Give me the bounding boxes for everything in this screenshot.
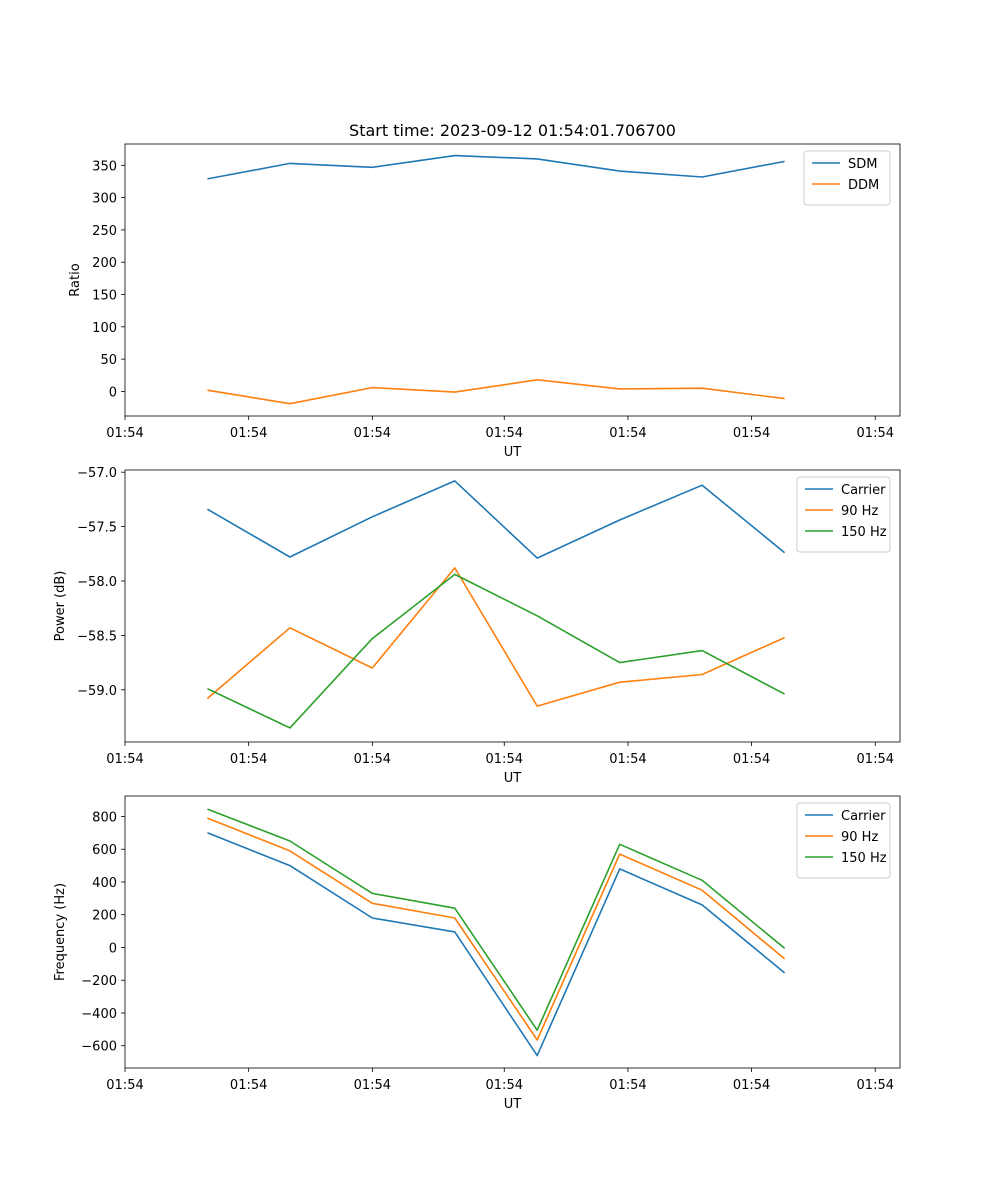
y-tick-label: −57.5	[77, 521, 117, 536]
y-tick-label: 300	[92, 192, 117, 207]
y-tick-label: −58.5	[77, 629, 117, 644]
y-tick-label: 0	[109, 941, 117, 956]
y-tick-label: 150	[92, 289, 117, 304]
legend-label: 150 Hz	[841, 525, 887, 540]
legend-label: DDM	[848, 178, 879, 193]
x-tick-label: 01:54	[857, 752, 894, 767]
y-tick-label: −57.0	[77, 466, 117, 481]
legend-label: 90 Hz	[841, 830, 878, 845]
y-axis-label: Frequency (Hz)	[53, 883, 68, 981]
y-tick-label: −59.0	[77, 684, 117, 699]
series-line-90-hz	[207, 817, 786, 1041]
x-axis-label: UT	[504, 445, 522, 460]
x-tick-label: 01:54	[106, 426, 143, 441]
x-tick-label: 01:54	[733, 1078, 770, 1093]
y-tick-label: −200	[81, 974, 117, 989]
x-tick-label: 01:54	[733, 426, 770, 441]
legend: SDM DDM	[803, 150, 891, 206]
legend-label: 150 Hz	[841, 851, 887, 866]
series-line-150-hz	[207, 573, 785, 729]
legend-label: SDM	[848, 157, 877, 172]
y-tick-label: 100	[92, 321, 117, 336]
y-axis-label: Power (dB)	[53, 571, 68, 642]
x-tick-label: 01:54	[486, 752, 523, 767]
y-tick-label: 200	[92, 256, 117, 271]
series-line-carrier	[206, 480, 786, 559]
x-tick-label: 01:54	[106, 1078, 143, 1093]
x-tick-label: 01:54	[354, 752, 391, 767]
y-tick-label: 250	[92, 224, 117, 239]
x-tick-label: 01:54	[857, 1078, 894, 1093]
x-tick-label: 01:54	[857, 426, 894, 441]
subplot-1: Start time: 2023-09-12 01:54:01.70670001…	[68, 121, 901, 460]
chart-title: Start time: 2023-09-12 01:54:01.706700	[349, 121, 676, 140]
y-tick-label: 600	[92, 843, 117, 858]
legend: Carrier 90 Hz 150 Hz	[796, 802, 891, 879]
axes-frame	[124, 469, 901, 743]
x-tick-label: 01:54	[733, 752, 770, 767]
y-tick-label: −58.0	[77, 575, 117, 590]
legend-box	[796, 802, 891, 879]
x-axis-label: UT	[504, 771, 522, 786]
x-tick-label: 01:54	[230, 426, 267, 441]
legend-label: 90 Hz	[841, 504, 878, 519]
x-tick-label: 01:54	[609, 752, 646, 767]
series-line-carrier	[207, 832, 786, 1057]
legend-box	[803, 150, 891, 206]
y-tick-label: 350	[92, 159, 117, 174]
x-tick-label: 01:54	[609, 426, 646, 441]
y-tick-label: 400	[92, 876, 117, 891]
axes-frame	[124, 143, 901, 417]
x-axis-label: UT	[504, 1097, 522, 1112]
y-tick-label: 50	[100, 353, 117, 368]
subplot-3: 01:54 01:54 01:54 01:54 01:54 01:54 01:54 −600 −…	[53, 795, 901, 1112]
subplot-2: 01:54 01:54 01:54 01:54 01:54 01:54 01:54 −59.0…	[53, 466, 901, 786]
series-line-ddm	[207, 378, 785, 405]
x-tick-label: 01:54	[609, 1078, 646, 1093]
x-tick-label: 01:54	[230, 752, 267, 767]
y-axis-label: Ratio	[68, 263, 83, 296]
x-tick-label: 01:54	[354, 1078, 391, 1093]
legend-box	[796, 476, 891, 553]
y-tick-label: −400	[81, 1007, 117, 1022]
y-tick-label: 200	[92, 909, 117, 924]
series-line-150-hz	[207, 808, 786, 1031]
legend-label: Carrier	[841, 809, 886, 824]
series-line-sdm	[207, 154, 785, 180]
x-tick-label: 01:54	[354, 426, 391, 441]
x-tick-label: 01:54	[486, 1078, 523, 1093]
x-tick-label: 01:54	[486, 426, 523, 441]
y-tick-label: −600	[81, 1040, 117, 1055]
legend: Carrier 90 Hz 150 Hz	[796, 476, 891, 553]
axes-frame	[124, 795, 901, 1069]
legend-label: Carrier	[841, 483, 886, 498]
series-line-90-hz	[206, 567, 785, 707]
x-tick-label: 01:54	[230, 1078, 267, 1093]
x-tick-label: 01:54	[106, 752, 143, 767]
y-tick-label: 800	[92, 810, 117, 825]
y-tick-label: 0	[109, 385, 117, 400]
